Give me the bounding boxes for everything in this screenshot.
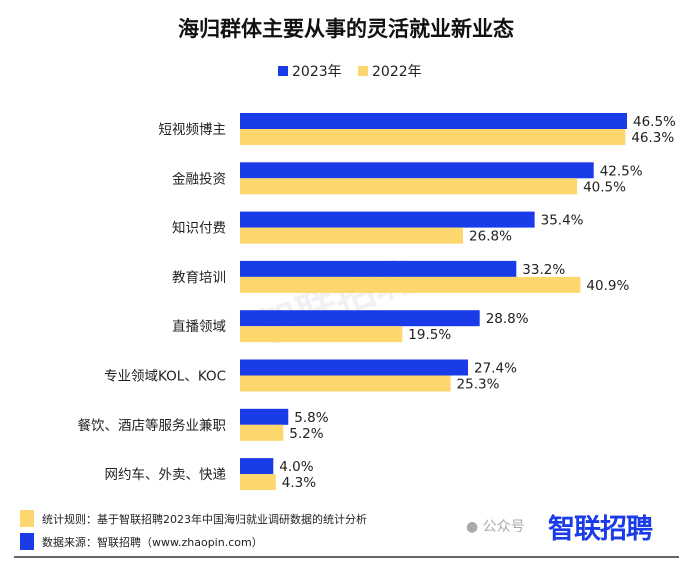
bar-2022 [240, 326, 403, 343]
value-label: 25.3% [457, 377, 500, 393]
value-label: 5.8% [294, 410, 328, 426]
value-label: 35.4% [541, 213, 584, 229]
category-label: 直播领域 [172, 319, 226, 335]
value-label: 27.4% [474, 361, 517, 377]
legend-swatch-2022 [20, 510, 34, 527]
value-label: 4.0% [279, 459, 313, 475]
bar-2023 [240, 359, 469, 376]
bar-2022 [240, 375, 451, 392]
value-label: 40.9% [586, 278, 629, 294]
category-label: 餐饮、酒店等服务业兼职 [78, 417, 227, 434]
value-label: 42.5% [600, 163, 643, 179]
value-label: 40.5% [583, 179, 626, 195]
bar-2022 [240, 129, 626, 145]
bar-2023 [240, 211, 535, 228]
footer-rule: 统计规则：基于智联招聘2023年中国海归就业调研数据的统计分析 [20, 510, 367, 527]
bar-2023 [240, 162, 594, 179]
value-label: 28.8% [486, 311, 529, 327]
rule-text: 统计规则：基于智联招聘2023年中国海归就业调研数据的统计分析 [42, 512, 367, 526]
category-label: 教育培训 [172, 270, 226, 286]
bar-2022 [240, 474, 276, 491]
bar-2022 [240, 178, 578, 195]
footer-source: 数据来源：智联招聘（www.zhaopin.com） [20, 533, 263, 550]
value-label: 46.5% [633, 114, 676, 130]
value-label: 33.2% [522, 262, 565, 278]
bar-2022 [240, 227, 464, 244]
source-text: 数据来源：智联招聘（www.zhaopin.com） [42, 535, 263, 549]
category-label: 短视频博主 [159, 121, 227, 138]
bar-2022 [240, 276, 581, 293]
category-label: 专业领域KOL、KOC [104, 369, 226, 385]
legend: 2023年 2022年 [278, 64, 422, 80]
bar-chart: 海归群体主要从事的灵活就业新业态 2023年 2022年 短视频博主 46.5%46… [78, 17, 677, 491]
value-label: 19.5% [408, 327, 451, 343]
wechat-label: ● 公众号 [466, 519, 525, 535]
legend-swatch-0 [278, 66, 288, 76]
bars: 短视频博主 46.5%46.3% 金融投资 42.5%40.5% 知识付费 35.4% 26… [78, 113, 676, 491]
legend-label-1: 2022年 [372, 64, 422, 80]
category-label: 知识付费 [172, 220, 226, 237]
value-label: 26.8% [469, 229, 512, 245]
value-label: 46.3% [631, 130, 674, 146]
category-label: 金融投资 [172, 171, 226, 187]
legend-label-0: 2023年 [292, 64, 342, 80]
bar-2022 [240, 424, 284, 441]
legend-swatch-1 [358, 66, 368, 76]
chart-title: 海归群体主要从事的灵活就业新业态 [178, 17, 514, 41]
wechat-text: 公众号 [482, 519, 525, 535]
value-label: 5.2% [289, 426, 323, 442]
bar-2023 [240, 310, 480, 327]
bar-2023 [240, 408, 289, 425]
bar-2023 [240, 458, 274, 475]
value-label: 4.3% [282, 475, 316, 491]
bar-2023 [240, 260, 517, 277]
zhaopin-logo: 智联招聘 [548, 514, 653, 545]
category-label: 网约车、外卖、快递 [105, 466, 227, 483]
bar-2023 [240, 113, 627, 129]
divider [14, 556, 679, 558]
legend-swatch-2023 [20, 533, 34, 550]
